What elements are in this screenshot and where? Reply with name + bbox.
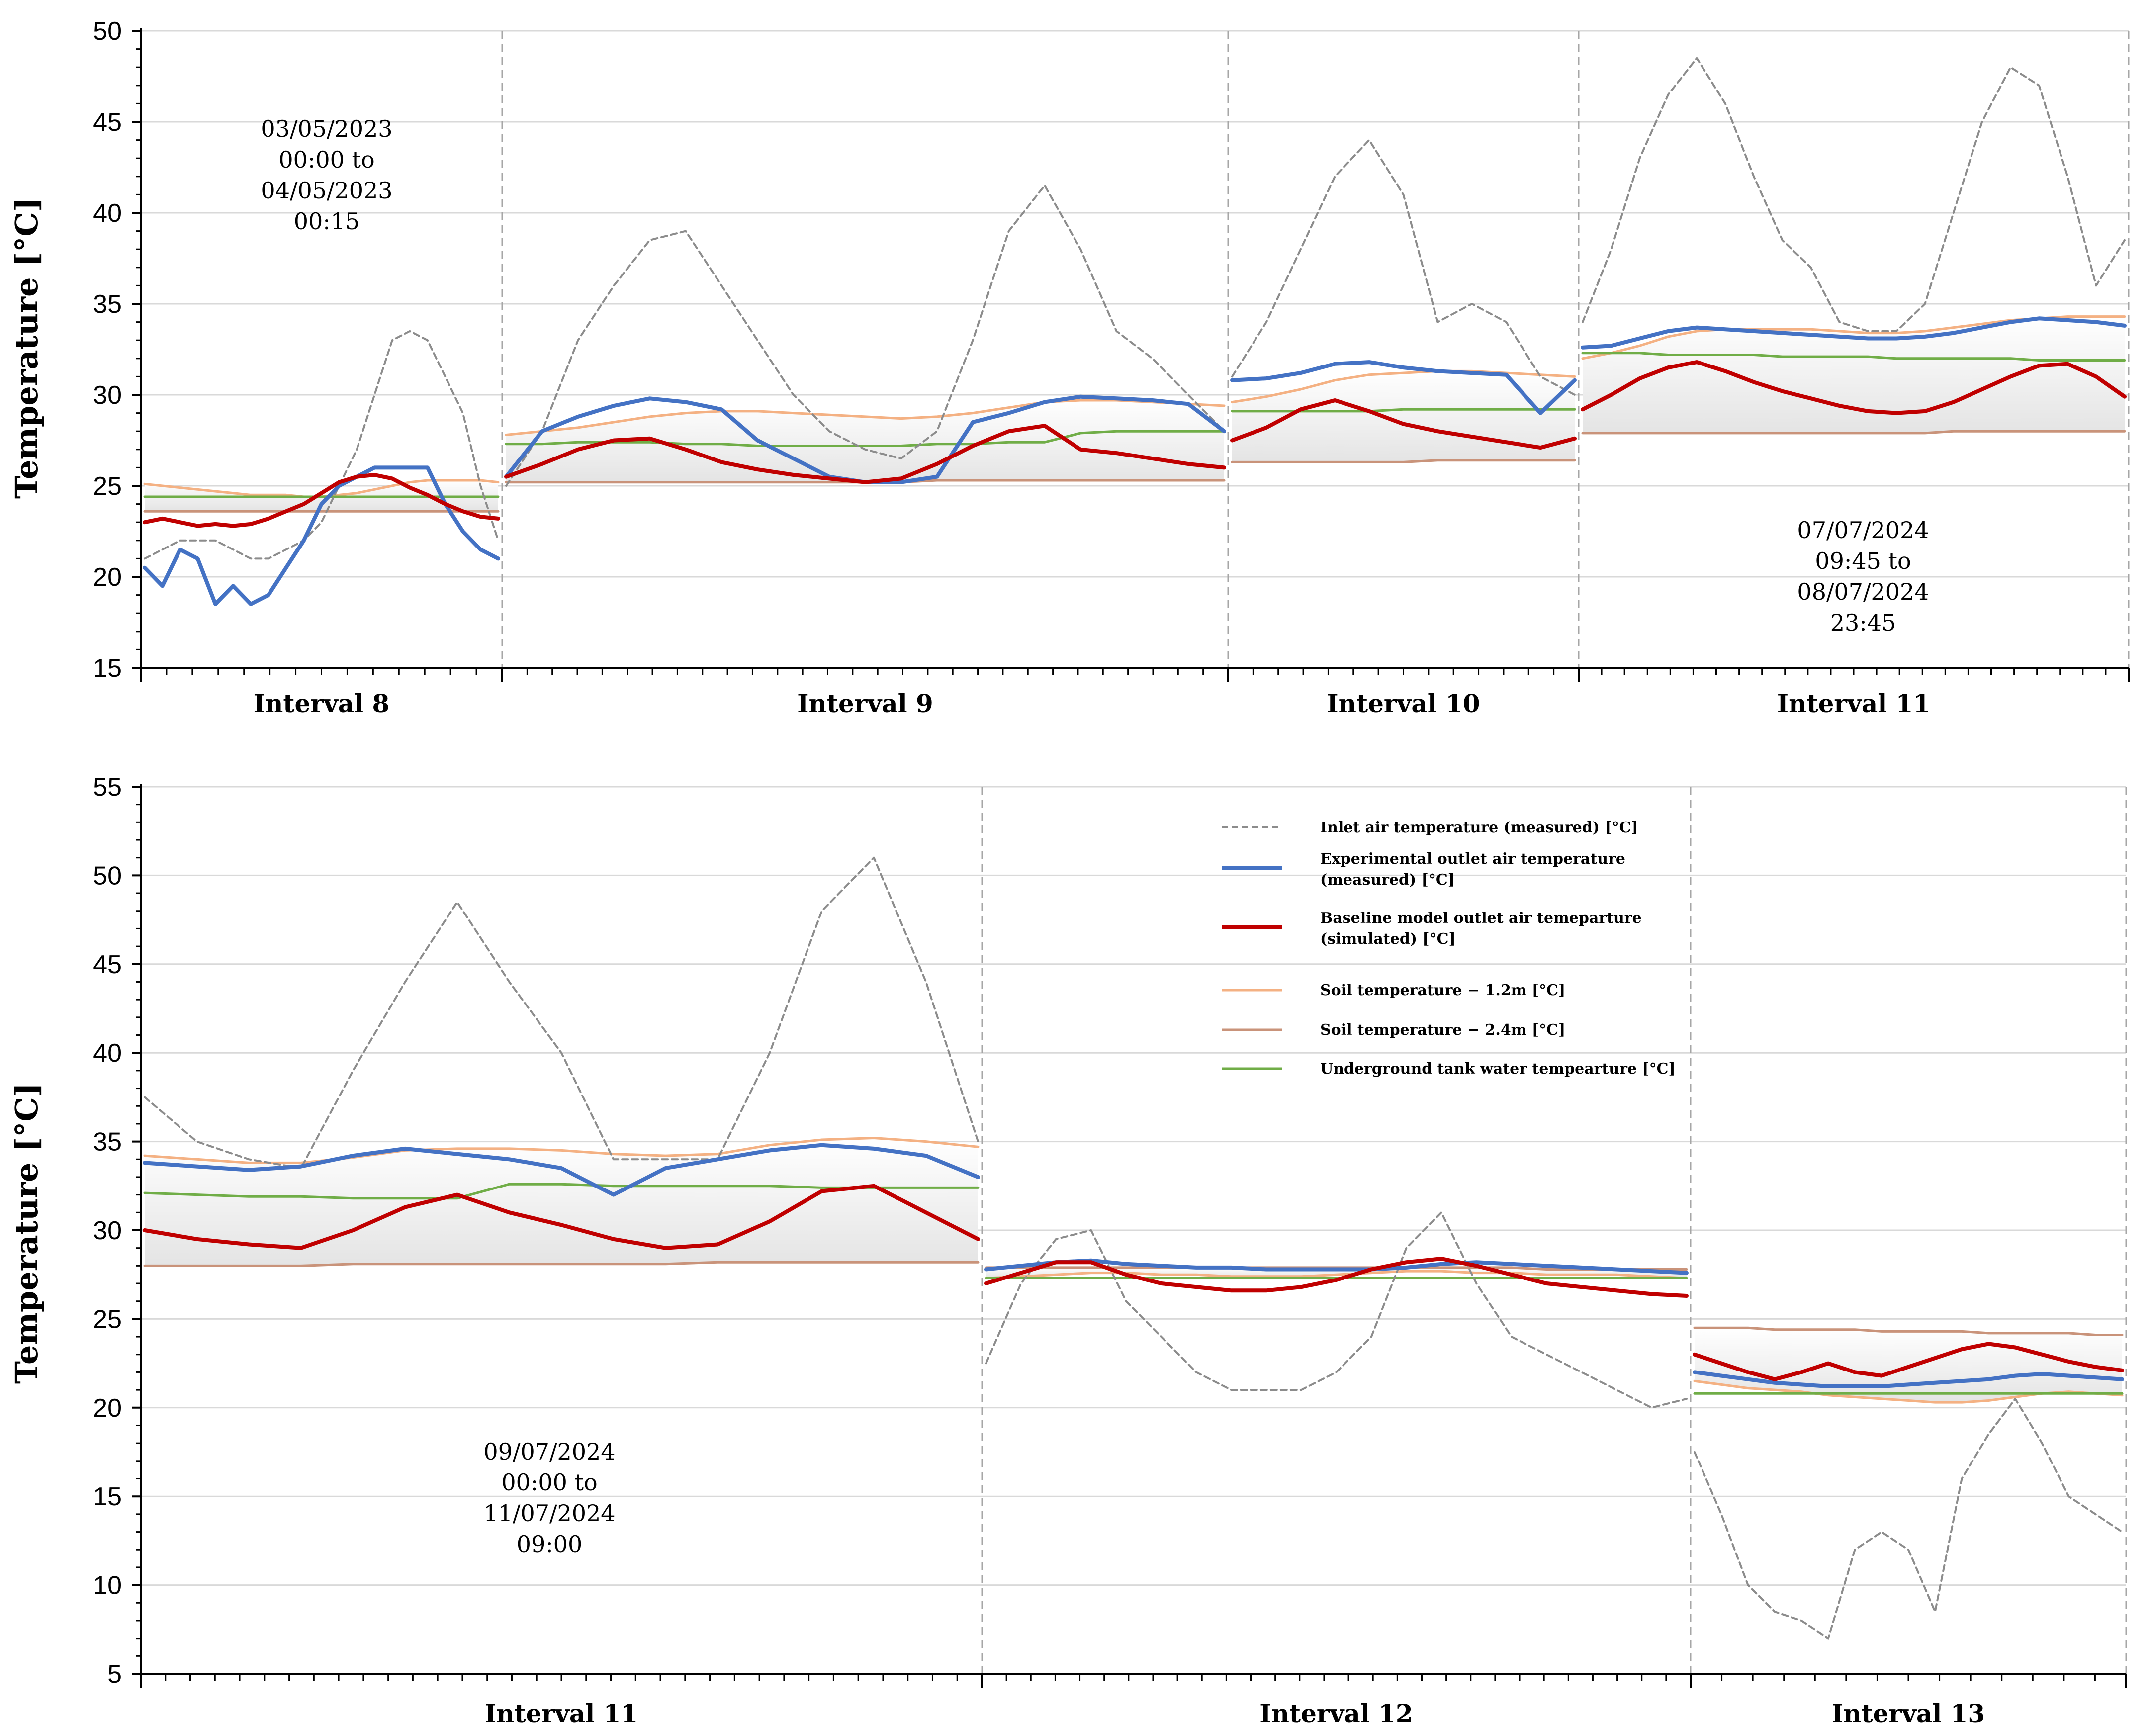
series-line-segment	[1581, 316, 2127, 350]
y-axis-title: Temperature [°C]	[8, 1083, 45, 1384]
annotation-line: 07/07/2024	[1797, 517, 1929, 544]
series-line-segment	[1231, 139, 1576, 396]
annotation-line: 03/05/2023	[261, 115, 392, 142]
series-line-segment	[1581, 430, 2126, 435]
series-line-segment	[143, 1143, 980, 1197]
y-tick-label: 20	[93, 563, 122, 592]
y-tick-label: 15	[93, 1482, 122, 1511]
series-line-segment	[1231, 369, 1576, 404]
series-line-segment	[1230, 360, 1577, 415]
series-line-segment	[144, 330, 499, 560]
series-line-segment	[1693, 1326, 2124, 1336]
series-baseline-model-outlet-air-temeparture-simulated-c	[143, 1184, 2124, 1381]
series-line-segment	[984, 1258, 1689, 1275]
series-line-segment	[1581, 360, 2127, 415]
x-category-label: Interval 13	[1832, 1699, 1985, 1728]
series-line-segment	[1693, 1342, 2124, 1381]
series-line-segment	[143, 473, 500, 528]
annotation-line: 11/07/2024	[483, 1500, 615, 1527]
legend-label: Soil temperature − 1.2m [°C]	[1320, 982, 1565, 999]
series-line-segment	[143, 1261, 980, 1267]
annotation-line: 09:45 to	[1815, 548, 1911, 574]
legend-label: Baseline model outlet air temeparture	[1320, 910, 1642, 927]
date-range-annotation: 03/05/2023 00:00 to 04/05/2023 00:15	[261, 115, 392, 235]
series-line-segment	[144, 856, 979, 1170]
shaded-band	[145, 1138, 978, 1266]
chart-panel-2: 5 10 15 20 25 30 35 40 45 50 55 Interval 11 Interval…	[8, 773, 2127, 1728]
x-category-label: Interval 11	[1777, 689, 1930, 718]
series-line-segment	[1581, 352, 2126, 362]
x-category-label: Interval 9	[797, 689, 933, 718]
series-inlet-air-temperature-measured-c	[144, 856, 2123, 1640]
y-tick-label: 20	[93, 1394, 122, 1423]
series-line-segment	[1694, 1398, 2123, 1640]
series-baseline-model-outlet-air-temeparture-simulated-c	[143, 360, 2127, 528]
y-tick-label: 55	[93, 773, 122, 802]
legend-label: (measured) [°C]	[1320, 871, 1455, 889]
y-tick-label: 25	[93, 472, 122, 501]
series-line-segment	[504, 424, 1226, 484]
series-line-segment	[1231, 408, 1576, 413]
y-tick-label: 5	[107, 1660, 122, 1689]
y-tick-label: 35	[93, 290, 122, 319]
chart-legend: Inlet air temperature (measured) [°C] Exp…	[1222, 819, 1676, 1078]
x-category-label: Interval 10	[1327, 689, 1480, 718]
date-range-annotation: 09/07/2024 00:00 to 11/07/2024 09:00	[483, 1438, 615, 1557]
y-tick-label: 50	[93, 17, 122, 46]
series-line-segment	[1582, 57, 2126, 332]
y-tick-label: 25	[93, 1305, 122, 1334]
series-line-segment	[1693, 1370, 2124, 1388]
series-line-segment	[1231, 459, 1576, 463]
series-underground-tank-water-tempearture-c	[143, 352, 2126, 498]
x-category-label: Interval 12	[1259, 1699, 1413, 1728]
annotation-line: 23:45	[1830, 609, 1896, 636]
shaded-band	[1583, 316, 2125, 433]
annotation-line: 04/05/2023	[261, 177, 392, 204]
y-tick-label: 10	[93, 1571, 122, 1600]
series-line-segment	[505, 430, 1226, 447]
series-line-segment	[1230, 398, 1577, 450]
series-line-segment	[984, 1257, 1689, 1298]
chart-panel-1: 15 20 25 30 35 40 45 50 Interval 8 Interval 9 Inte…	[8, 17, 2130, 718]
y-axis-title: Temperature [°C]	[8, 197, 45, 499]
series-line-segment	[505, 399, 1226, 436]
x-category-label: Interval 8	[254, 689, 390, 718]
series-line-segment	[985, 1211, 1688, 1409]
annotation-line: 08/07/2024	[1797, 578, 1929, 605]
series-line-segment	[143, 465, 500, 606]
date-range-annotation: 07/07/2024 09:45 to 08/07/2024 23:45	[1797, 517, 1929, 636]
x-category-label: Interval 11	[485, 1699, 638, 1728]
y-tick-label: 40	[93, 1039, 122, 1068]
y-tick-label: 30	[93, 381, 122, 410]
legend-label: Underground tank water tempearture [°C]	[1320, 1060, 1676, 1078]
legend-label: Inlet air temperature (measured) [°C]	[1320, 819, 1638, 836]
series-line-segment	[985, 1270, 1688, 1279]
y-tick-label: 35	[93, 1128, 122, 1157]
y-tick-label: 40	[93, 199, 122, 228]
y-tick-label: 30	[93, 1216, 122, 1245]
legend-label: (simulated) [°C]	[1320, 930, 1456, 948]
legend-label: Soil temperature − 2.4m [°C]	[1320, 1021, 1565, 1039]
annotation-line: 00:00 to	[278, 146, 374, 173]
annotation-line: 09/07/2024	[483, 1438, 615, 1465]
annotation-line: 09:00	[517, 1531, 583, 1557]
series-line-segment	[505, 184, 1225, 487]
y-tick-label: 45	[93, 950, 122, 979]
y-tick-label: 15	[93, 654, 122, 683]
series-experimental-outlet-air-temperature-measured-c	[143, 1143, 2124, 1388]
annotation-line: 00:15	[294, 208, 360, 235]
shaded-band	[986, 1267, 1687, 1279]
y-tick-label: 45	[93, 108, 122, 137]
series-inlet-air-temperature-measured-c	[144, 57, 2126, 560]
annotation-line: 00:00 to	[501, 1469, 597, 1496]
y-tick-label: 50	[93, 861, 122, 890]
legend-label: Experimental outlet air temperature	[1320, 850, 1625, 868]
shaded-band	[506, 400, 1224, 482]
series-line-segment	[143, 1137, 980, 1164]
series-line-segment	[143, 1184, 980, 1250]
